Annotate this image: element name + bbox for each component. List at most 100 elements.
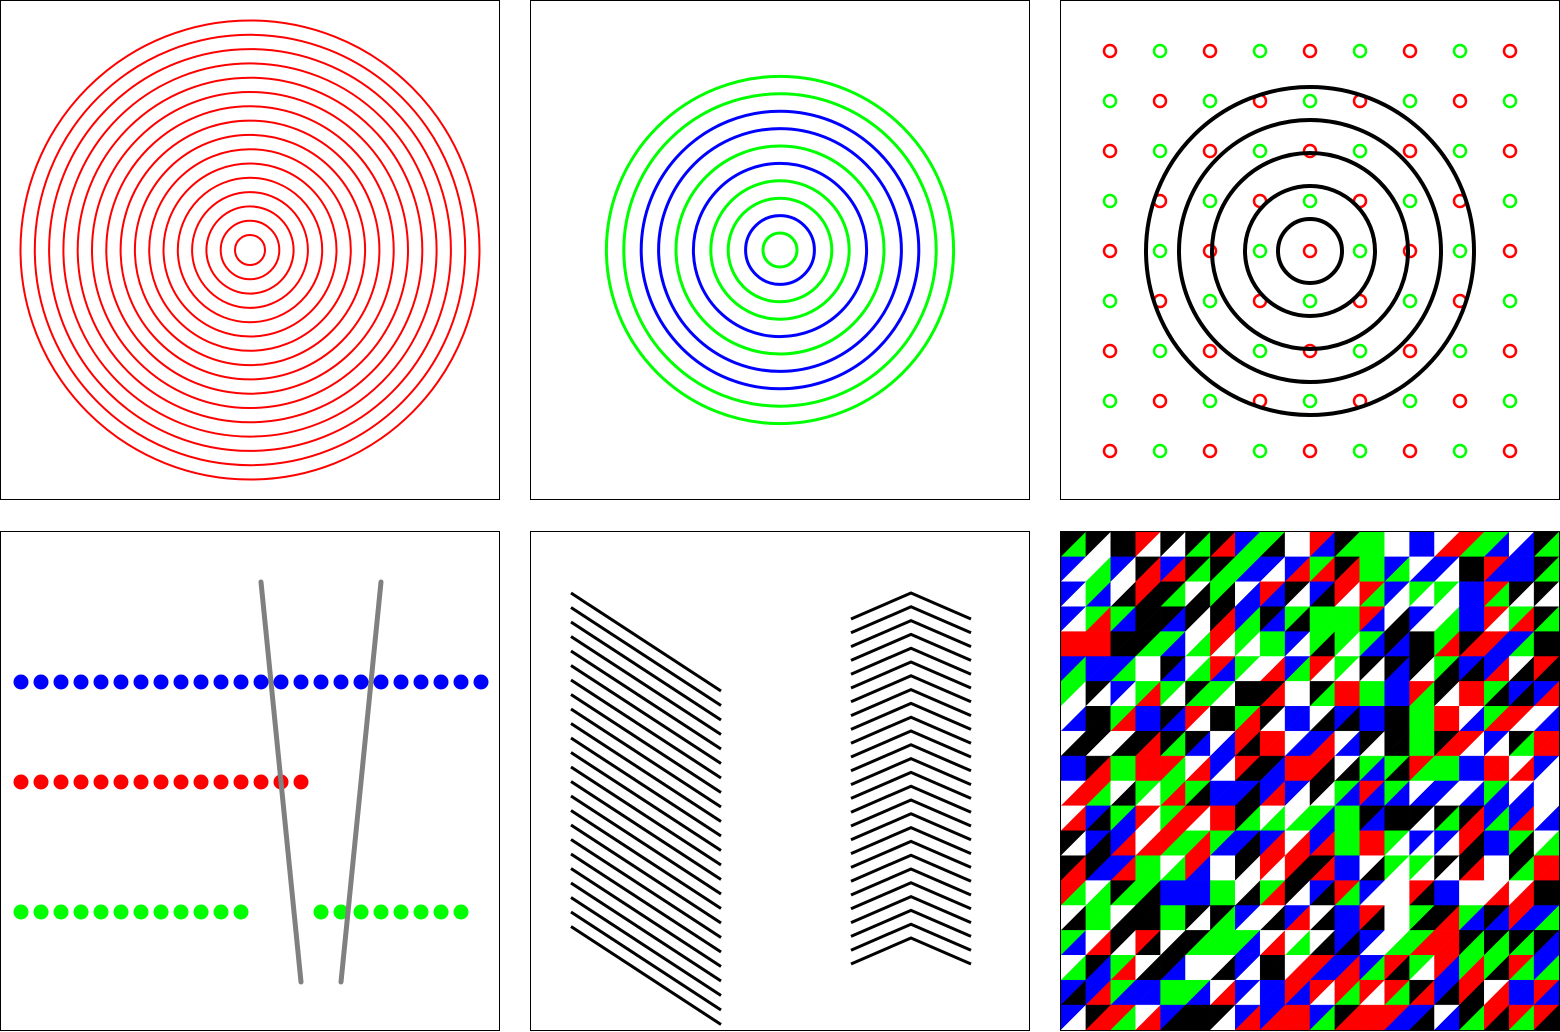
chevron-line — [850, 853, 972, 883]
green-grid-dot — [1102, 193, 1118, 209]
green-grid-dot — [1452, 443, 1468, 459]
slanted-line — [570, 867, 722, 968]
chevron-line — [850, 756, 972, 786]
slanted-chevron-lines-canvas — [570, 591, 972, 1026]
green-grid-dot — [1502, 393, 1518, 409]
slanted-line — [570, 722, 722, 823]
red-ring — [191, 191, 309, 309]
concentric-green-blue-circles-panel — [530, 0, 1030, 500]
red-dot — [193, 774, 209, 790]
chevron-line — [850, 632, 972, 662]
slanted-line — [570, 693, 722, 794]
red-grid-dot — [1102, 43, 1118, 59]
blue-dot — [413, 674, 429, 690]
slanted-line — [570, 678, 722, 780]
chevron-line — [850, 715, 972, 745]
red-grid-dot — [1402, 243, 1418, 259]
slanted-line — [570, 925, 722, 1026]
green-dot — [373, 904, 389, 920]
red-grid-dot — [1202, 143, 1218, 159]
green-dot — [453, 904, 469, 920]
green-grid-dot — [1302, 93, 1318, 109]
green-dot — [333, 904, 349, 920]
red-dot — [133, 774, 149, 790]
red-grid-dot — [1302, 43, 1318, 59]
mosaic-triangle — [1533, 1004, 1559, 1030]
green-grid-dot — [1452, 243, 1468, 259]
slanted-line — [570, 881, 722, 983]
red-grid-dot — [1402, 343, 1418, 359]
random-triangle-mosaic-canvas — [1061, 532, 1559, 1030]
red-grid-dot — [1202, 43, 1218, 59]
blue-dot — [473, 674, 489, 690]
red-grid-dot — [1302, 443, 1318, 459]
slanted-and-chevron-lines-panel — [530, 531, 1030, 1031]
red-ring — [148, 148, 352, 352]
chevron-line — [850, 701, 972, 731]
green-grid-dot — [1102, 293, 1118, 309]
green-dot — [73, 904, 89, 920]
green-grid-dot — [1402, 293, 1418, 309]
green-grid-dot — [1452, 343, 1468, 359]
green-dot — [53, 904, 69, 920]
red-grid-dot — [1302, 343, 1318, 359]
green-grid-dot — [1252, 243, 1268, 259]
red-grid-dot — [1502, 243, 1518, 259]
slanted-line — [570, 664, 722, 765]
black-ring — [1210, 151, 1410, 351]
green-grid-dot — [1102, 393, 1118, 409]
random-triangle-mosaic-panel — [1060, 531, 1560, 1031]
green-grid-dot — [1152, 343, 1168, 359]
chevron-line — [850, 687, 972, 717]
slanted-line — [570, 823, 722, 925]
red-ring — [119, 119, 381, 381]
blue-dot — [193, 674, 209, 690]
red-dot — [293, 774, 309, 790]
red-grid-dot — [1202, 443, 1218, 459]
green-grid-dot — [1352, 443, 1368, 459]
green-grid-dot — [1102, 93, 1118, 109]
red-grid-dot — [1302, 143, 1318, 159]
green-dot — [213, 904, 229, 920]
red-grid-dot — [1102, 443, 1118, 459]
red-grid-dot — [1302, 243, 1318, 259]
green-dot — [173, 904, 189, 920]
chevron-line — [850, 894, 972, 924]
red-grid-dot — [1152, 93, 1168, 109]
green-dot — [413, 904, 429, 920]
slanted-line — [570, 591, 722, 693]
blue-dot — [173, 674, 189, 690]
green-grid-dot — [1252, 43, 1268, 59]
green-grid-dot — [1202, 93, 1218, 109]
red-ring — [91, 91, 409, 409]
black-ring — [1177, 118, 1443, 384]
blue-dot — [213, 674, 229, 690]
red-grid-dot — [1202, 243, 1218, 259]
red-ring — [76, 76, 424, 424]
blue-dot — [453, 674, 469, 690]
red-grid-dot — [1102, 343, 1118, 359]
red-dot — [213, 774, 229, 790]
blue-dot — [33, 674, 49, 690]
black-ring — [1276, 217, 1344, 285]
blue-dot — [233, 674, 249, 690]
green-dot — [233, 904, 249, 920]
green-grid-dot — [1502, 193, 1518, 209]
green-grid-dot — [1352, 243, 1368, 259]
chevron-line — [850, 825, 972, 855]
blue-dot — [153, 674, 169, 690]
chevron-line — [850, 881, 972, 911]
green-grid-dot — [1452, 43, 1468, 59]
slanted-line — [570, 635, 722, 736]
green-grid-dot — [1202, 293, 1218, 309]
concentric-red-circles-canvas — [19, 19, 481, 481]
green-dot — [93, 904, 109, 920]
green-dot — [13, 904, 29, 920]
red-grid-dot — [1102, 143, 1118, 159]
black-rings-over-dot-grid-panel — [1060, 0, 1560, 500]
blue-dot — [93, 674, 109, 690]
red-ring — [219, 219, 281, 281]
green-grid-dot — [1152, 243, 1168, 259]
black-rings-dot-grid-canvas — [1102, 43, 1518, 459]
chevron-line — [850, 839, 972, 869]
